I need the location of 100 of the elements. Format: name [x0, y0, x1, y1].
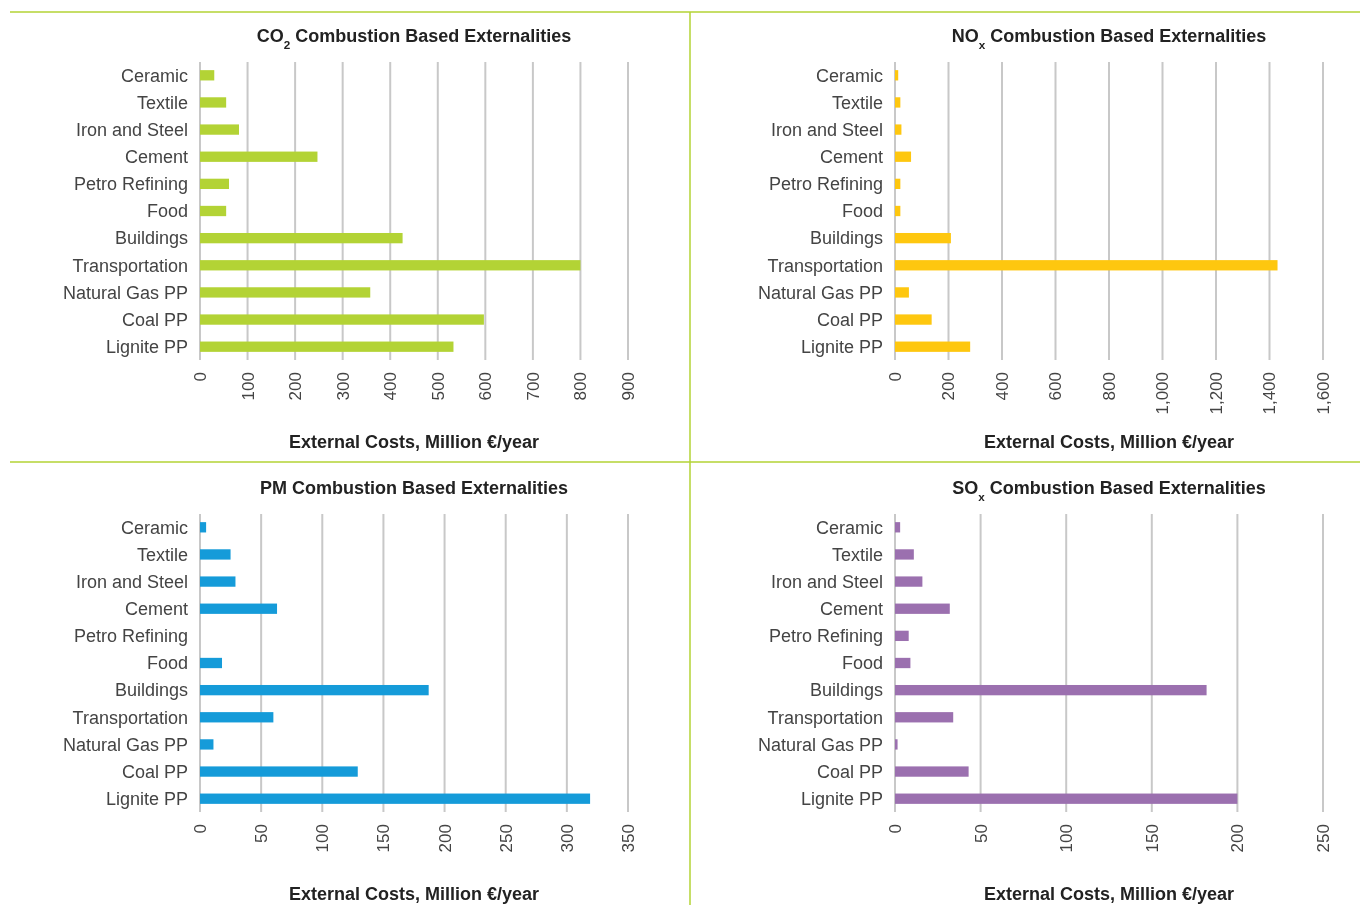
x-tick-label: 1,600 — [1313, 372, 1333, 415]
x-tick-label: 250 — [496, 824, 516, 853]
bar — [895, 341, 971, 352]
x-tick-label: 200 — [1228, 824, 1248, 853]
x-tick-label: 1,200 — [1206, 372, 1226, 415]
chart-title: NO$_{x}$ Combustion Based Externalities — [951, 26, 1267, 51]
x-tick-label: 400 — [992, 372, 1012, 401]
bar — [200, 549, 231, 560]
bar — [200, 739, 214, 750]
y-tick-label: Coal PP — [816, 761, 883, 782]
x-tick-label: 0 — [190, 372, 210, 382]
bar — [895, 260, 1278, 271]
x-tick-label: 800 — [1099, 372, 1119, 401]
bar — [895, 97, 901, 108]
x-tick-label: 900 — [618, 372, 638, 401]
x-axis-title: External Costs, Million €/year — [983, 884, 1235, 904]
x-tick-label: 150 — [1142, 824, 1162, 853]
bar — [895, 549, 914, 560]
bar — [200, 151, 318, 162]
x-tick-label: 0 — [885, 824, 905, 834]
y-tick-label: Iron and Steel — [75, 119, 188, 140]
bar — [200, 657, 223, 669]
chart-title: SO$_{x}$ Combustion Based Externalities — [952, 478, 1266, 503]
x-tick-label: 600 — [1046, 372, 1066, 401]
bar — [895, 178, 901, 190]
x-tick-label: 150 — [374, 824, 394, 853]
y-tick-label: Buildings — [114, 228, 188, 249]
y-tick-label: Ceramic — [120, 65, 188, 86]
x-axis-title: External Costs, Million €/year — [983, 432, 1235, 452]
y-tick-label: Cement — [819, 599, 883, 620]
y-tick-label: Petro Refining — [73, 626, 188, 647]
x-tick-label: 200 — [939, 372, 959, 401]
x-axis-title: External Costs, Million €/year — [288, 884, 540, 904]
y-tick-label: Lignite PP — [105, 337, 188, 357]
bar — [200, 232, 403, 244]
y-tick-label: Ceramic — [815, 65, 883, 86]
bar — [200, 766, 358, 777]
bar — [895, 630, 909, 642]
bar — [895, 576, 923, 587]
bar — [895, 739, 898, 750]
y-tick-label: Food — [841, 653, 883, 674]
x-tick-label: 300 — [557, 824, 577, 853]
y-tick-label: Buildings — [809, 228, 883, 249]
y-tick-label: Iron and Steel — [770, 571, 883, 592]
y-tick-label: Lignite PP — [800, 789, 883, 809]
y-tick-label: Lignite PP — [105, 789, 188, 809]
y-tick-label: Ceramic — [815, 517, 883, 538]
bar — [200, 684, 429, 696]
y-tick-label: Petro Refining — [768, 626, 883, 647]
bar — [200, 178, 230, 190]
bar — [895, 70, 899, 81]
x-tick-label: 600 — [476, 372, 496, 401]
x-tick-label: 300 — [333, 372, 353, 401]
y-tick-label: Textile — [136, 544, 188, 565]
x-tick-label: 700 — [523, 372, 543, 401]
bar — [895, 232, 951, 244]
bar — [895, 712, 954, 723]
y-tick-label: Food — [841, 201, 883, 222]
bar — [200, 124, 239, 135]
bar — [895, 287, 909, 298]
y-tick-label: Iron and Steel — [75, 571, 188, 592]
x-tick-label: 200 — [435, 824, 455, 853]
y-tick-label: Transportation — [72, 707, 188, 728]
x-tick-label: 50 — [971, 824, 991, 843]
y-tick-label: Petro Refining — [73, 174, 188, 195]
y-tick-label: Natural Gas PP — [757, 734, 883, 755]
bar — [200, 97, 227, 108]
x-tick-label: 100 — [313, 824, 333, 853]
x-tick-label: 400 — [381, 372, 401, 401]
bar — [200, 70, 215, 81]
bar — [200, 712, 274, 723]
y-tick-label: Natural Gas PP — [757, 282, 883, 303]
bar — [200, 793, 591, 804]
bar — [895, 793, 1238, 804]
y-tick-label: Cement — [124, 147, 188, 168]
y-tick-label: Textile — [831, 92, 883, 113]
bar — [200, 341, 454, 352]
y-tick-label: Textile — [831, 544, 883, 565]
x-tick-label: 250 — [1313, 824, 1333, 853]
y-tick-label: Food — [146, 201, 188, 222]
x-tick-label: 800 — [571, 372, 591, 401]
chart-title: CO$_{2}$ Combustion Based Externalities — [256, 26, 572, 51]
bar — [200, 603, 278, 614]
y-tick-label: Buildings — [114, 680, 188, 701]
x-tick-label: 350 — [618, 824, 638, 853]
bar — [200, 260, 581, 271]
y-tick-label: Lignite PP — [800, 337, 883, 357]
y-tick-label: Iron and Steel — [770, 119, 883, 140]
bar — [200, 576, 236, 587]
x-tick-label: 100 — [1057, 824, 1077, 853]
y-tick-label: Petro Refining — [768, 174, 883, 195]
x-tick-label: 1,400 — [1260, 372, 1280, 415]
x-tick-label: 0 — [190, 824, 210, 834]
bar — [895, 766, 969, 777]
y-tick-label: Natural Gas PP — [62, 282, 188, 303]
bar — [200, 205, 227, 217]
chart-title: PM Combustion Based Externalities — [259, 478, 569, 498]
y-tick-label: Ceramic — [120, 517, 188, 538]
x-tick-label: 50 — [252, 824, 272, 843]
y-tick-label: Coal PP — [121, 761, 188, 782]
